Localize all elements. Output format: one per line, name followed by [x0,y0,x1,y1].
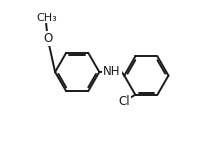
Text: CH₃: CH₃ [37,13,57,23]
Text: O: O [41,11,50,24]
Text: NH: NH [103,65,121,78]
Text: O: O [43,32,52,45]
Text: Cl: Cl [118,95,130,108]
